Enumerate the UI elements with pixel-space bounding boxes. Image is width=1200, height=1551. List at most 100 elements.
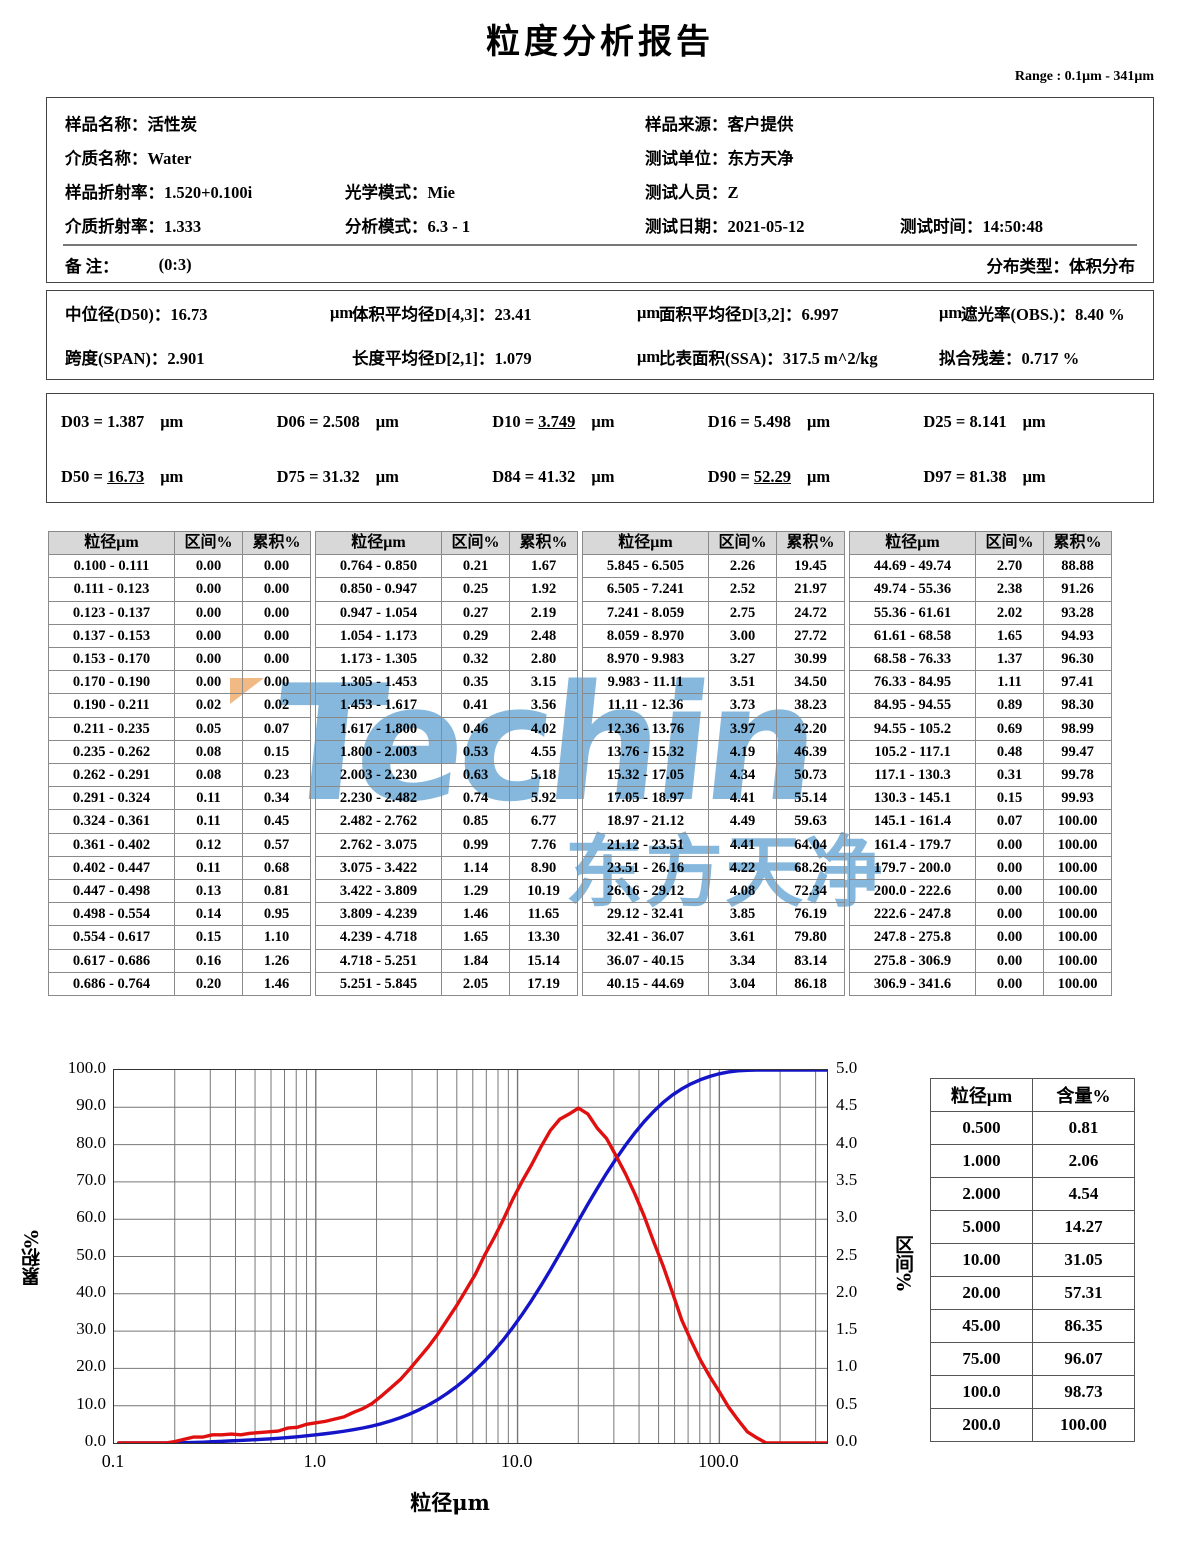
interval-percent-cell: 3.97 xyxy=(708,716,777,741)
cumulative-percent-cell: 76.19 xyxy=(776,902,845,927)
interval-percent-cell: 0.99 xyxy=(441,832,510,857)
table-row: 1.054 - 1.173 0.29 2.48 xyxy=(315,623,578,649)
table-header-row: 粒径μm 区间% 累积% xyxy=(849,530,1112,556)
percentile-unit: μm xyxy=(1022,466,1046,486)
y-tick-left: 80.0 xyxy=(76,1132,106,1152)
cumulative-percent-cell: 7.76 xyxy=(509,832,578,857)
y-tick-right: 5.0 xyxy=(836,1058,858,1077)
table-header-row: 粒径μm 区间% 累积% xyxy=(48,530,311,556)
y-tick-right: 3.0 xyxy=(836,1207,858,1227)
distribution-table-1: 粒径μm 区间% 累积% 0.100 - 0.111 0.00 0.00 0.111 - 0… xyxy=(48,530,311,997)
size-range-cell: 7.241 - 8.059 xyxy=(582,600,709,625)
table-row: 0.686 - 0.764 0.20 1.46 xyxy=(48,971,311,997)
interval-percent-cell: 0.00 xyxy=(174,554,243,579)
column-header: 累积% xyxy=(242,530,311,556)
size-cell: 100.0 xyxy=(930,1375,1033,1409)
cumulative-percent-cell: 98.30 xyxy=(1043,693,1112,718)
sample-source: 样品来源：客户提供 xyxy=(645,115,794,134)
table-row: 7.241 - 8.059 2.75 24.72 xyxy=(582,600,845,625)
size-range-cell: 1.173 - 1.305 xyxy=(315,647,442,672)
info-row-4: 介质折射率：1.333 分析模式：6.3 - 1 测试日期：2021-05-12… xyxy=(47,208,1153,242)
table-row: 1.173 - 1.305 0.32 2.80 xyxy=(315,647,578,672)
table-row: 1.305 - 1.453 0.35 3.15 xyxy=(315,670,578,695)
column-header: 区间% xyxy=(174,530,243,556)
table-row: 21.12 - 23.51 4.41 64.04 xyxy=(582,832,845,857)
table-row: 0.500 0.81 xyxy=(930,1111,1135,1145)
table-row: 222.6 - 247.8 0.00 100.00 xyxy=(849,902,1112,927)
y-tick-left: 70.0 xyxy=(76,1169,106,1189)
table-row: 68.58 - 76.33 1.37 96.30 xyxy=(849,647,1112,672)
test-time: 测试时间：14:50:48 xyxy=(900,217,1043,236)
interval-percent-cell: 2.26 xyxy=(708,554,777,579)
interval-percent-cell: 0.08 xyxy=(174,763,243,788)
size-range-cell: 4.718 - 5.251 xyxy=(315,948,442,973)
info-row-2: 介质名称：Water 测试单位：东方天净 xyxy=(47,140,1153,174)
size-range-cell: 15.32 - 17.05 xyxy=(582,763,709,788)
interval-percent-cell: 0.48 xyxy=(975,739,1044,765)
interval-percent-cell: 3.85 xyxy=(708,902,777,927)
cumulative-percent-cell: 46.39 xyxy=(776,739,845,765)
table-row: 44.69 - 49.74 2.70 88.88 xyxy=(849,554,1112,579)
table-row: 40.15 - 44.69 3.04 86.18 xyxy=(582,971,845,997)
size-range-cell: 130.3 - 145.1 xyxy=(849,786,976,811)
table-row: 0.235 - 0.262 0.08 0.15 xyxy=(48,739,311,765)
table-row: 100.0 98.73 xyxy=(930,1375,1135,1409)
percentile-name: D16 = xyxy=(707,411,754,431)
interval-percent-cell: 4.08 xyxy=(708,879,777,904)
size-range-cell: 84.95 - 94.55 xyxy=(849,693,976,718)
size-range-cell: 68.58 - 76.33 xyxy=(849,647,976,672)
cumulative-percent-cell: 100.00 xyxy=(1043,879,1112,904)
cumulative-percent-cell: 68.26 xyxy=(776,855,845,881)
analysis-mode: 分析模式：6.3 - 1 xyxy=(345,217,471,236)
interval-percent-cell: 2.70 xyxy=(975,554,1044,579)
interval-percent-cell: 0.27 xyxy=(441,600,510,625)
interval-percent-cell: 0.14 xyxy=(174,902,243,927)
cumulative-percent-cell: 15.14 xyxy=(509,948,578,973)
x-tick: 0.1 xyxy=(101,1451,125,1471)
size-range-cell: 0.617 - 0.686 xyxy=(48,948,175,973)
interval-percent-cell: 0.35 xyxy=(441,670,510,695)
column-header: 累积% xyxy=(1043,530,1112,556)
percentile-d10: D10 = 3.749 μm xyxy=(492,412,708,432)
test-organization: 测试单位：东方天净 xyxy=(645,149,794,168)
size-cell: 75.00 xyxy=(930,1342,1033,1376)
interval-percent-cell: 1.65 xyxy=(441,925,510,950)
table-row: 1.617 - 1.800 0.46 4.02 xyxy=(315,716,578,741)
table-row: 0.554 - 0.617 0.15 1.10 xyxy=(48,925,311,950)
interval-percent-cell: 3.51 xyxy=(708,670,777,695)
length-mean-d21: 长度平均径D[2,1]：1.079 xyxy=(352,349,532,368)
table-row: 275.8 - 306.9 0.00 100.00 xyxy=(849,948,1112,973)
size-range-cell: 200.0 - 222.6 xyxy=(849,879,976,904)
percentile-name: D06 = xyxy=(276,411,323,431)
content-percent-cell: 4.54 xyxy=(1032,1177,1135,1211)
cumulative-percent-cell: 0.00 xyxy=(242,577,311,602)
medium-name: 介质名称：Water xyxy=(65,149,192,168)
percentile-name: D84 = xyxy=(492,466,539,486)
interval-percent-cell: 0.05 xyxy=(174,716,243,741)
table-row: 2.003 - 2.230 0.63 5.18 xyxy=(315,763,578,788)
interval-percent-cell: 0.00 xyxy=(174,647,243,672)
cumulative-percent-cell: 86.18 xyxy=(776,971,845,997)
cumulative-percent-cell: 1.10 xyxy=(242,925,311,950)
info-row-5: 备 注： (0:3) 分布类型：体积分布 xyxy=(47,246,1153,282)
content-percent-cell: 14.27 xyxy=(1032,1210,1135,1244)
interval-percent-cell: 0.74 xyxy=(441,786,510,811)
percentile-d75: D75 = 31.32 μm xyxy=(277,467,493,487)
cumulative-percent-cell: 30.99 xyxy=(776,647,845,672)
y-tick-left: 40.0 xyxy=(76,1281,106,1301)
size-range-cell: 0.324 - 0.361 xyxy=(48,809,175,834)
percentile-row-1: D03 = 1.387 μm D06 = 2.508 μm D10 = 3.749 μm D… xyxy=(47,394,1153,449)
size-cell: 45.00 xyxy=(930,1309,1033,1343)
d43-unit: μm xyxy=(637,303,661,322)
cumulative-percent-cell: 100.00 xyxy=(1043,832,1112,857)
cumulative-percent-cell: 100.00 xyxy=(1043,902,1112,927)
table-row: 32.41 - 36.07 3.61 79.80 xyxy=(582,925,845,950)
x-tick: 1.0 xyxy=(303,1451,327,1471)
size-range-cell: 0.137 - 0.153 xyxy=(48,623,175,649)
cumulative-percent-cell: 96.30 xyxy=(1043,647,1112,672)
cumulative-percent-cell: 11.65 xyxy=(509,902,578,927)
percentile-name: D25 = xyxy=(923,411,970,431)
cumulative-percent-cell: 100.00 xyxy=(1043,809,1112,834)
percentile-name: D90 = xyxy=(707,466,754,486)
